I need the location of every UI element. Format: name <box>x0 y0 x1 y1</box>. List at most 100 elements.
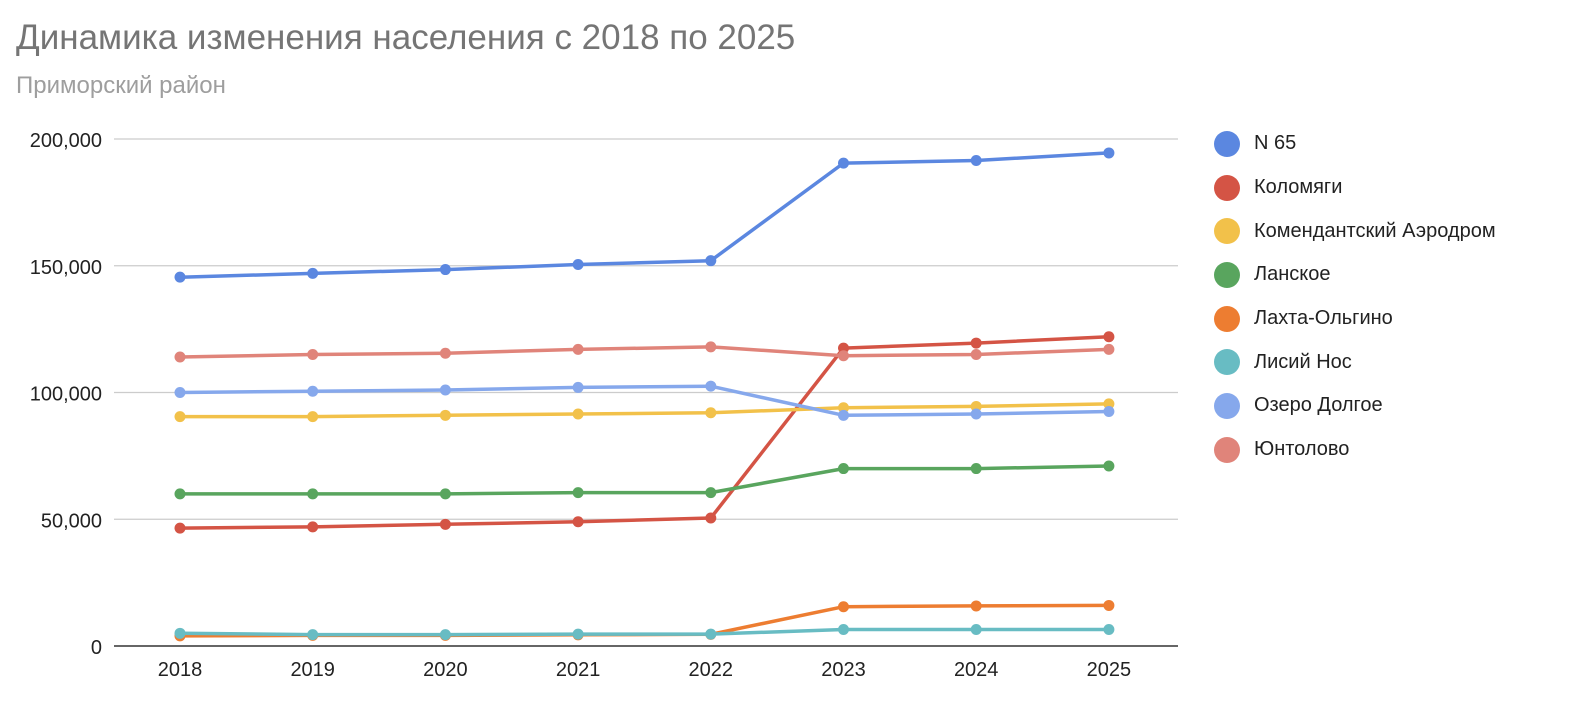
y-tick-label: 50,000 <box>41 510 102 532</box>
series <box>174 341 1115 363</box>
data-point <box>439 488 451 500</box>
y-tick-label: 150,000 <box>30 257 102 279</box>
x-axis-tick-labels: 2018 2019 2020 2021 2022 2023 2024 2025 <box>158 659 1131 681</box>
data-point <box>838 342 849 354</box>
data-point <box>970 348 982 360</box>
legend-label: N 65 <box>1254 132 1297 155</box>
data-point <box>838 463 849 475</box>
legend-label: Ланское <box>1254 263 1331 286</box>
series-line <box>178 603 1111 638</box>
data-point <box>1103 406 1115 418</box>
data-point <box>174 271 186 283</box>
series-line <box>178 464 1111 496</box>
series <box>174 331 1115 534</box>
data-point <box>1103 343 1115 355</box>
series <box>174 147 1115 283</box>
legend-swatch <box>1214 218 1240 245</box>
data-point <box>174 627 186 639</box>
y-tick-label: 100,000 <box>30 384 102 406</box>
legend-label: Коломяги <box>1254 176 1343 199</box>
chart-subtitle: Приморский район <box>16 72 226 99</box>
legend-item: Лахта-Ольгино <box>1214 297 1496 341</box>
legend-item: Комендантский Аэродром <box>1214 209 1496 253</box>
data-point <box>705 341 717 353</box>
chart-title: Динамика изменения населения с 2018 по 2… <box>16 18 796 57</box>
legend-item: Озеро Долгое <box>1214 384 1496 428</box>
data-point <box>174 351 186 363</box>
data-point <box>174 411 186 423</box>
series <box>174 380 1115 421</box>
x-tick-label: 2025 <box>1087 659 1132 681</box>
data-point <box>970 463 982 475</box>
x-tick-label: 2019 <box>290 659 335 681</box>
series <box>174 398 1115 423</box>
legend-item: Лисий Нос <box>1214 340 1496 384</box>
data-point <box>1103 147 1115 159</box>
data-point <box>439 409 451 421</box>
legend: N 65 Коломяги Комендантский Аэродром Ланско… <box>1214 122 1496 472</box>
series-line <box>178 151 1111 279</box>
data-point <box>307 267 319 279</box>
y-tick-label: 0 <box>91 637 102 659</box>
data-point <box>572 343 584 355</box>
data-point <box>439 347 451 359</box>
series-line <box>178 402 1111 419</box>
data-point <box>307 629 319 641</box>
data-point <box>307 521 319 533</box>
data-point <box>439 264 451 276</box>
legend-label: Юнтолово <box>1254 438 1350 461</box>
legend-item: Ланское <box>1214 253 1496 297</box>
x-tick-label: 2024 <box>954 659 999 681</box>
data-point <box>307 385 319 397</box>
data-point <box>1103 331 1115 343</box>
x-tick-label: 2023 <box>821 659 866 681</box>
data-point <box>705 628 717 640</box>
data-point <box>970 408 982 420</box>
legend-swatch <box>1214 261 1240 288</box>
data-point <box>572 516 584 528</box>
data-point <box>174 387 186 398</box>
data-point <box>705 407 717 419</box>
legend-swatch <box>1214 436 1240 463</box>
data-point <box>970 624 982 636</box>
data-point <box>970 155 982 167</box>
data-point <box>705 380 717 392</box>
legend-item: N 65 <box>1214 122 1496 166</box>
data-point <box>572 408 584 420</box>
series-group <box>174 147 1115 642</box>
data-point <box>307 348 319 360</box>
data-point <box>970 600 982 612</box>
data-point <box>307 488 319 500</box>
series-line <box>178 345 1111 359</box>
y-tick-label: 200,000 <box>30 130 102 152</box>
x-tick-label: 2022 <box>689 659 734 681</box>
series-line <box>178 334 1111 530</box>
series <box>174 624 1115 641</box>
data-point <box>439 629 451 641</box>
data-point <box>307 411 319 423</box>
legend-swatch <box>1214 130 1240 157</box>
data-point <box>838 402 849 414</box>
x-tick-label: 2018 <box>158 659 203 681</box>
data-point <box>439 384 451 396</box>
legend-label: Комендантский Аэродром <box>1254 219 1496 242</box>
legend-label: Лахта-Ольгино <box>1254 307 1393 330</box>
data-point <box>1103 624 1115 636</box>
data-point <box>970 337 982 349</box>
data-point <box>572 628 584 640</box>
series-line <box>178 384 1111 418</box>
data-point <box>174 522 186 534</box>
legend-swatch <box>1214 392 1240 419</box>
legend-item: Коломяги <box>1214 166 1496 210</box>
data-point <box>1103 460 1115 472</box>
legend-item: Юнтолово <box>1214 428 1496 472</box>
data-point <box>1103 398 1115 410</box>
data-point <box>838 624 849 636</box>
x-tick-label: 2020 <box>423 659 468 681</box>
series <box>174 460 1115 500</box>
legend-swatch <box>1214 349 1240 376</box>
data-point <box>174 488 186 500</box>
data-point <box>838 409 849 421</box>
data-point <box>572 487 584 499</box>
